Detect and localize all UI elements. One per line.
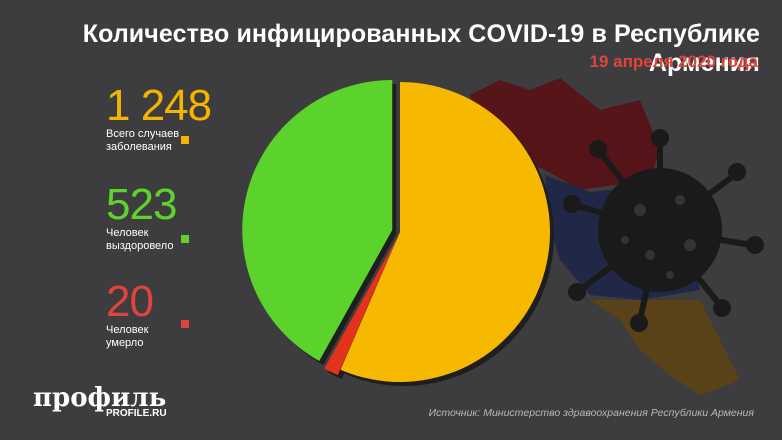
page-title: Количество инфицированных COVID-19 в Рес… [82, 20, 760, 77]
profile-site: PROFILE.RU [106, 408, 167, 419]
pie-slice-0 [340, 82, 550, 382]
stat-total-label-2: заболевания [106, 141, 172, 153]
stat-deaths-value: 20 [106, 277, 154, 326]
recovered-legend-square [181, 235, 189, 243]
source-note: Источник: Министерство здравоохранения Р… [428, 407, 754, 419]
stat-deaths-label-2: умерло [106, 337, 144, 349]
stat-recovered-value: 523 [106, 180, 177, 229]
pie-slice-2 [242, 79, 393, 362]
stat-recovered-label-1: Человек [106, 227, 149, 239]
stat-deaths: 20 Человек умерло [106, 277, 189, 350]
stat-total-label-1: Всего случаев [106, 128, 180, 140]
stat-deaths-label-1: Человек [106, 324, 149, 336]
total-legend-square [181, 136, 189, 144]
stat-recovered: 523 Человек выздоровело [106, 180, 189, 253]
stat-total-cases: 1 248 Всего случаев заболевания [106, 81, 212, 154]
date-subtitle: 19 апреля 2020 года [589, 52, 758, 71]
stat-total-value: 1 248 [106, 81, 212, 130]
stat-recovered-label-2: выздоровело [106, 240, 174, 252]
virus-icon [563, 129, 764, 332]
deaths-legend-square [181, 320, 189, 328]
pie-slice-1 [324, 237, 398, 376]
profile-logo: профиль [33, 383, 167, 413]
